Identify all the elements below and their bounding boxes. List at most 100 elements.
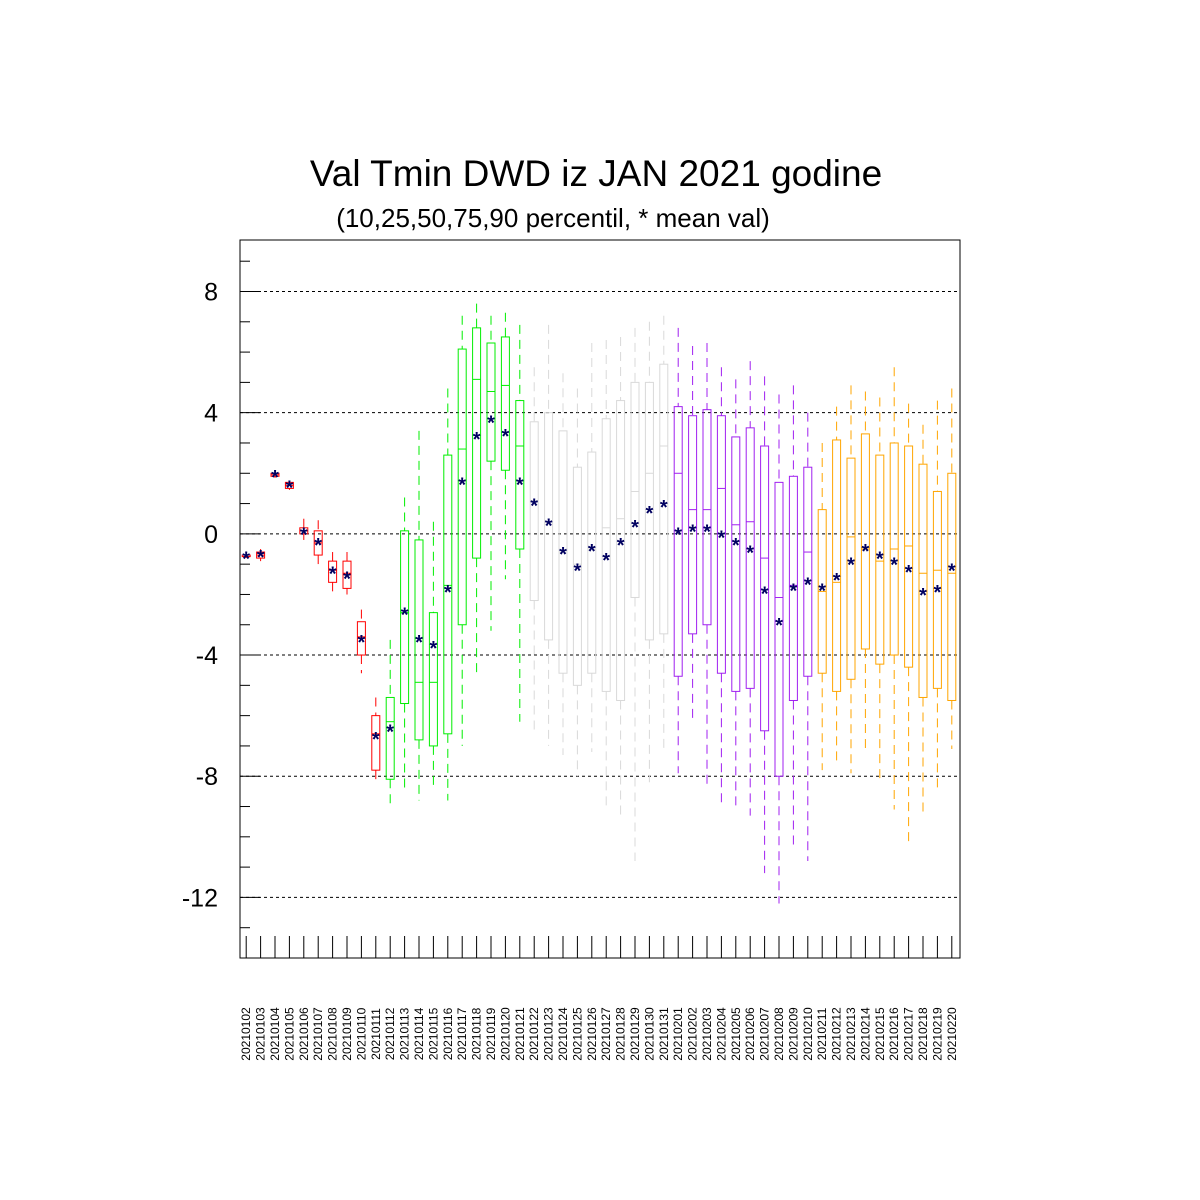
mean-marker: *: [602, 550, 610, 572]
mean-marker: *: [516, 474, 524, 496]
x-tick-label: 20210111: [369, 1008, 383, 1060]
x-tick-label: 20210201: [671, 1007, 685, 1061]
x-tick-label: 20210131: [657, 1007, 671, 1061]
x-tick-label: 20210215: [873, 1007, 887, 1061]
box: [932, 490, 942, 689]
x-tick-label: 20210114: [412, 1007, 426, 1060]
box: [443, 454, 453, 735]
x-tick-label: 20210203: [700, 1007, 714, 1061]
x-tick-label: 20210206: [743, 1007, 757, 1061]
x-tick-label: 20210216: [887, 1007, 901, 1061]
mean-marker: *: [401, 605, 409, 627]
mean-marker: *: [660, 497, 668, 519]
box: [947, 472, 957, 701]
mean-marker: *: [242, 549, 250, 571]
mean-marker: *: [343, 568, 351, 590]
x-tick-label: 20210118: [470, 1007, 484, 1060]
mean-marker: *: [300, 524, 308, 546]
x-tick-label: 20210207: [758, 1007, 772, 1061]
x-tick-label: 20210103: [254, 1007, 268, 1061]
mean-marker: *: [761, 583, 769, 605]
x-tick-label: 20210108: [326, 1007, 340, 1061]
x-tick-label: 20210130: [642, 1007, 656, 1061]
box: [486, 342, 496, 462]
plot-frame: [239, 239, 961, 959]
mean-marker: *: [314, 535, 322, 557]
x-tick-label: 20210122: [527, 1007, 541, 1061]
mean-marker: *: [948, 561, 956, 583]
mean-marker: *: [502, 426, 510, 448]
y-tick-label: 8: [204, 279, 218, 307]
mean-marker: *: [934, 582, 942, 604]
x-tick-label: 20210124: [556, 1007, 570, 1061]
mean-marker: *: [559, 544, 567, 566]
box: [601, 418, 611, 692]
mean-marker: *: [329, 564, 337, 586]
mean-marker: *: [286, 477, 294, 499]
box: [803, 466, 813, 677]
mean-marker: *: [271, 467, 279, 489]
box: [616, 400, 626, 701]
box: [544, 412, 554, 641]
x-tick-label: 20210109: [340, 1007, 354, 1061]
mean-marker: *: [588, 541, 596, 563]
y-tick-label: -12: [182, 884, 218, 912]
box: [745, 427, 755, 689]
mean-marker: *: [358, 632, 366, 654]
mean-marker: *: [905, 562, 913, 584]
x-tick-label: 20210217: [902, 1007, 916, 1061]
mean-marker: *: [458, 474, 466, 496]
x-tick-label: 20210107: [311, 1007, 325, 1061]
mean-marker: *: [372, 729, 380, 751]
mean-marker: *: [545, 515, 553, 537]
chart-subtitle: (10,25,50,75,90 percentil, * mean val): [336, 203, 770, 233]
mean-marker: *: [775, 615, 783, 637]
x-tick-label: 20210123: [542, 1007, 556, 1061]
mean-marker: *: [876, 549, 884, 571]
x-tick-label: 20210219: [930, 1007, 944, 1061]
x-tick-label: 20210211: [815, 1007, 829, 1060]
mean-marker: *: [862, 541, 870, 563]
mean-marker: *: [430, 638, 438, 660]
mean-marker: *: [674, 524, 682, 546]
mean-marker: *: [818, 580, 826, 602]
box: [875, 454, 885, 665]
mean-marker: *: [415, 632, 423, 654]
mean-marker: *: [804, 574, 812, 596]
mean-marker: *: [386, 721, 394, 743]
box: [414, 539, 424, 741]
mean-marker: *: [718, 527, 726, 549]
x-tick-label: 20210209: [786, 1007, 800, 1061]
boxplots: * * * * * * * * * * * * * * * * * * * * * * * * * * * * * * * * * * * * * * * *…: [241, 303, 957, 904]
x-tick-label: 20210213: [844, 1007, 858, 1061]
x-tick-label: 20210110: [354, 1007, 368, 1060]
box: [371, 715, 381, 771]
mean-marker: *: [631, 517, 639, 539]
mean-marker: *: [919, 585, 927, 607]
x-tick-label: 20210220: [945, 1007, 959, 1061]
box: [788, 475, 798, 701]
mean-marker: *: [703, 521, 711, 543]
box: [760, 445, 770, 732]
mean-marker: *: [473, 429, 481, 451]
box: [356, 621, 366, 656]
box: [774, 481, 784, 777]
y-tick-label: 4: [204, 400, 218, 428]
box: [515, 400, 525, 550]
x-tick-label: 20210116: [441, 1007, 455, 1060]
y-tick-label: -4: [196, 642, 218, 670]
mean-marker: *: [847, 555, 855, 577]
x-tick-label: 20210212: [830, 1007, 844, 1061]
x-tick-label: 20210205: [729, 1007, 743, 1061]
mean-marker: *: [890, 555, 898, 577]
mean-marker: *: [833, 570, 841, 592]
box: [587, 451, 597, 674]
box: [716, 415, 726, 674]
x-tick-label: 20210208: [772, 1007, 786, 1061]
x-tick-label: 20210202: [686, 1007, 700, 1061]
box: [702, 409, 712, 626]
x-tick-label: 20210117: [455, 1007, 469, 1060]
x-tick-label: 20210126: [585, 1007, 599, 1061]
x-tick-label: 20210112: [383, 1007, 397, 1060]
